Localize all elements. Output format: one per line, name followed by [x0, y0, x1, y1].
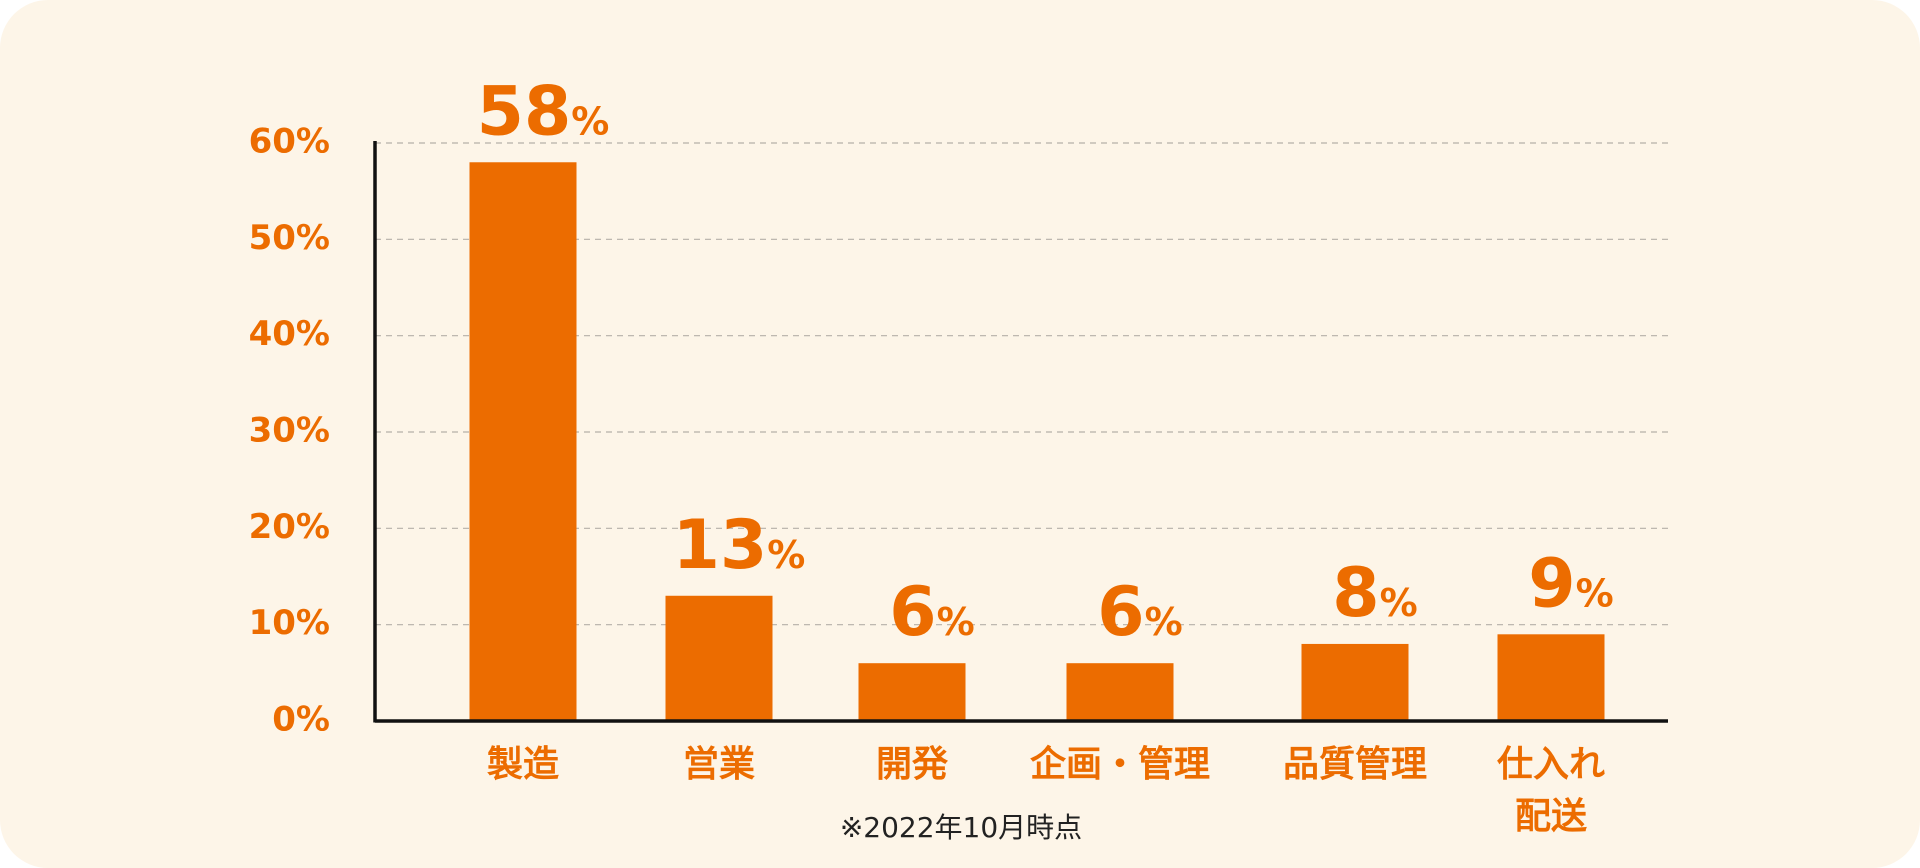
bar — [665, 595, 773, 721]
value-label: 6% — [1097, 573, 1182, 652]
y-tick-label: 60% — [249, 122, 330, 162]
y-tick-label: 40% — [249, 314, 330, 354]
note: ※2022年10月時点 — [840, 811, 1082, 844]
x-tick-label: 品質管理 — [1283, 744, 1427, 785]
y-tick-label: 30% — [249, 411, 330, 451]
x-tick-label: 企画・管理 — [1030, 743, 1210, 785]
bar — [858, 663, 966, 721]
x-tick-label: 開発 — [876, 744, 949, 785]
value-label: 58% — [477, 72, 610, 151]
y-tick-label: 20% — [249, 507, 330, 547]
x-tick-label: 製造 — [487, 744, 559, 785]
bar — [1066, 663, 1174, 721]
value-label: 8% — [1332, 554, 1417, 633]
x-tick-label: 営業 — [683, 744, 755, 785]
bar — [1301, 643, 1409, 721]
value-label: 13% — [673, 506, 806, 585]
bar — [469, 162, 577, 721]
y-tick-label: 0% — [272, 700, 330, 740]
y-tick-label: 50% — [249, 218, 330, 258]
x-tick-label: 仕入れ配送 — [1497, 744, 1605, 837]
bar — [1497, 634, 1605, 721]
y-tick-label: 10% — [249, 603, 330, 643]
value-label: 9% — [1528, 544, 1613, 623]
value-label: 6% — [889, 573, 974, 652]
